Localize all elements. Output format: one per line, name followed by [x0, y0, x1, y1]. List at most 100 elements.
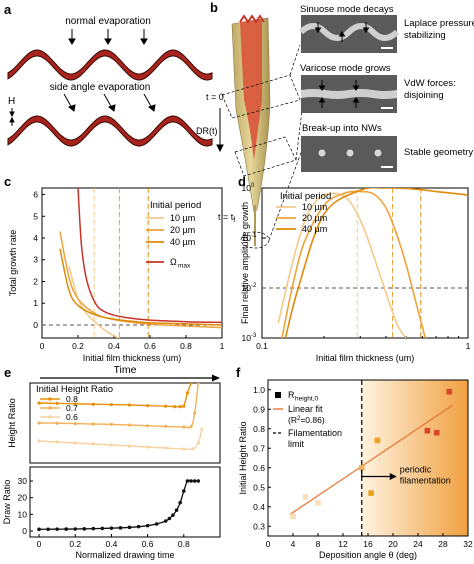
label-draw-ratio: DR(t)	[196, 126, 218, 136]
data-point	[73, 422, 77, 426]
data-point	[37, 421, 41, 425]
y-tick-label: 0.6	[253, 463, 265, 473]
x-tick-label: 0.4	[108, 341, 120, 351]
mode1-title: Sinuose mode decays	[300, 4, 394, 15]
data-point	[182, 404, 186, 408]
data-point	[200, 427, 204, 431]
x-tick-label: 20	[388, 539, 398, 549]
y-tick-label: 1	[33, 298, 38, 308]
data-point	[91, 402, 95, 406]
legend-label: 0.6	[66, 412, 78, 422]
x-axis-label: Deposition angle θ (deg)	[319, 550, 417, 560]
x-tick-label: 12	[338, 539, 348, 549]
data-point	[290, 513, 296, 520]
label-t0: t = 0	[206, 92, 224, 102]
data-point	[196, 479, 201, 483]
legend-label: 10 µm	[170, 213, 195, 223]
data-point	[171, 513, 175, 517]
y-tick-label: 10	[242, 283, 252, 293]
x-axis-label: Normalized drawing time	[75, 550, 174, 560]
y-tick-label: 20	[18, 493, 28, 503]
data-point	[136, 524, 141, 529]
data-point	[127, 525, 132, 530]
legend-marker	[48, 415, 52, 419]
panel-letter-a: a	[4, 2, 12, 17]
legend-fit-r2: (R2=0.86)	[288, 415, 325, 425]
series-line	[77, 188, 222, 324]
y-tick-label: 10	[242, 233, 252, 243]
x-tick-label: 0.4	[106, 539, 118, 549]
legend-label-sub: max	[178, 263, 191, 270]
plot-frame	[29, 382, 221, 464]
data-point	[424, 427, 431, 434]
legend-marker	[48, 397, 52, 401]
data-point	[315, 500, 321, 506]
x-tick-label: 0.2	[72, 341, 84, 351]
data-point	[55, 527, 59, 531]
x-tick-label: 0	[37, 539, 42, 549]
series-line	[59, 231, 222, 329]
data-point	[127, 403, 132, 407]
y-axis-label: Total growth rate	[8, 230, 18, 297]
data-point	[55, 421, 59, 425]
data-point	[146, 424, 150, 428]
data-point	[55, 401, 59, 405]
y-tick-label: 0	[22, 526, 27, 536]
x-tick-label: 0.1	[256, 341, 268, 351]
data-point	[109, 526, 114, 530]
panel-a: a normal evaporation side angle evaporat…	[4, 2, 213, 147]
time-label: Time	[114, 364, 137, 376]
legend-label: 0.7	[66, 403, 78, 413]
data-point	[55, 440, 59, 444]
series-line	[281, 190, 427, 338]
mode2-desc-2: disjoining	[404, 90, 444, 101]
legend-marker	[48, 406, 52, 410]
data-point	[182, 489, 186, 493]
data-point	[118, 526, 123, 530]
plot-area	[42, 188, 222, 338]
data-point	[182, 447, 186, 451]
legend-label: limit	[288, 439, 304, 449]
data-point	[368, 490, 374, 496]
x-tick-label: 4	[291, 539, 296, 549]
film-wave	[7, 49, 213, 81]
data-point	[196, 441, 200, 445]
y-tick-label: 1.0	[253, 385, 265, 395]
series-line	[284, 188, 468, 338]
y-tick-label: 0	[33, 320, 38, 330]
plot-frame	[29, 466, 221, 538]
legend-label: 40 µm	[170, 237, 195, 247]
x-tick-label: 0.2	[69, 539, 81, 549]
label-side-angle-evaporation: side angle evaporation	[50, 82, 151, 93]
panel-b: b t = 0 DR(t) t = tf Sinuose mode decays	[196, 0, 474, 249]
annotation-arrowhead	[389, 473, 397, 481]
legend-title: Initial period	[280, 191, 331, 202]
legend-label: 20 µm	[170, 225, 195, 235]
series-line	[59, 248, 222, 326]
data-point	[189, 383, 193, 385]
height-symbol: H	[8, 96, 15, 107]
plot-area	[37, 383, 204, 451]
fiber-drawing-cone	[231, 14, 271, 246]
mode2-title: Varicose mode grows	[300, 63, 391, 74]
y-tick-exponent: -1	[251, 233, 257, 239]
legend-title: Initial Height Ratio	[36, 384, 113, 395]
y-axis-label: Initial Height Ratio	[238, 421, 248, 494]
data-point	[196, 383, 200, 385]
y-tick-label: 3	[33, 255, 38, 265]
data-point	[64, 527, 68, 531]
x-tick-label: 1	[220, 341, 225, 351]
y-tick-label: 0.3	[253, 521, 265, 531]
data-point	[173, 405, 177, 409]
chart-c-growth-rate: 0 0.2 0.4 0.6 0.8 1 0 1 2 3 4 5 6 Initial film thickn…	[8, 187, 225, 363]
data-point	[193, 411, 197, 415]
data-point	[37, 439, 41, 443]
y-tick-label: 30	[18, 476, 28, 486]
series-line	[277, 192, 407, 338]
y-axis-label: Height Ratio	[7, 398, 17, 448]
data-point	[154, 522, 159, 526]
filamentation-region	[361, 380, 468, 536]
data-point	[37, 401, 41, 405]
y-tick-label: 5	[33, 211, 38, 221]
mode3-desc-1: Stable geometry	[404, 147, 473, 158]
